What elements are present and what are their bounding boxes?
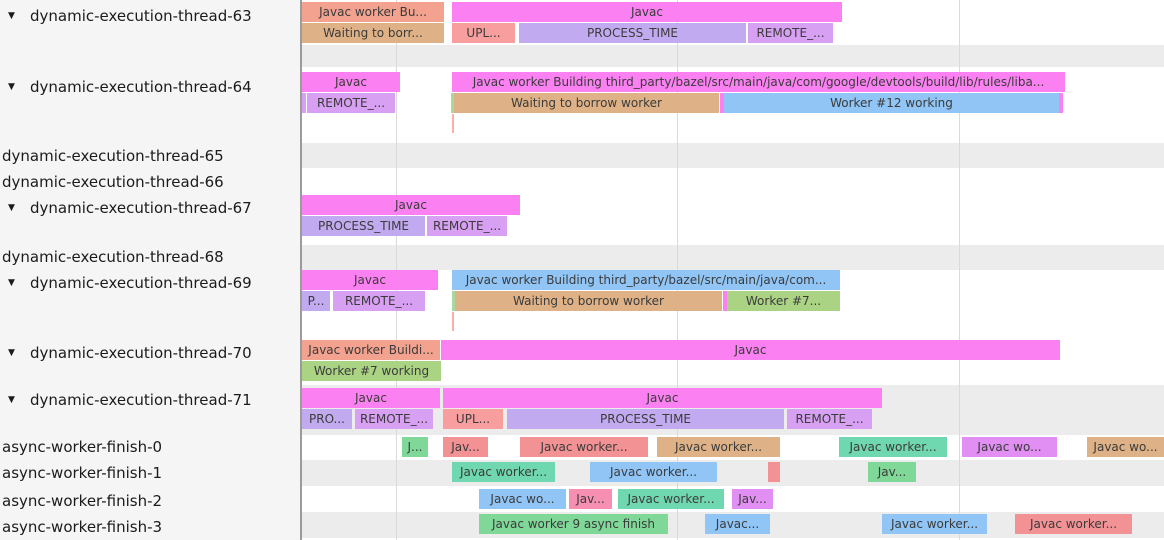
expander-triangle-icon[interactable]: ▼ [8,82,15,92]
trace-event-bar[interactable]: J... [402,437,428,457]
trace-event-bar[interactable]: Javac worker... [618,489,724,509]
thread-row-dynamic-execution-thread-71[interactable]: ▼ dynamic-execution-thread-71 [0,389,300,411]
trace-event-bar[interactable]: REMOTE_... [748,23,833,43]
trace-event-bar[interactable]: Javac worker 9 async finish [479,514,668,534]
timeline: Javac worker Bu... Javac Waiting to borr..… [302,0,1164,540]
thread-label: dynamic-execution-thread-64 [30,78,252,96]
trace-event-bar[interactable]: Javac worker... [520,437,648,457]
trace-event-bar[interactable] [451,93,454,113]
trace-event-bar[interactable]: Javac worker Buildi... [302,340,440,360]
thread-label: dynamic-execution-thread-63 [30,7,252,25]
thread-label: dynamic-execution-thread-66 [2,173,224,191]
trace-event-bar[interactable]: Javac worker Bu... [302,2,444,22]
row-alt-band [302,245,1164,270]
trace-event-bar[interactable]: Javac [441,340,1060,360]
trace-event-bar[interactable]: Worker #7 working [302,361,441,381]
trace-event-bar[interactable]: Javac [302,270,438,290]
thread-label: async-worker-finish-3 [2,518,163,536]
thread-row-dynamic-execution-thread-64[interactable]: ▼ dynamic-execution-thread-64 [0,76,300,98]
trace-event-bar[interactable]: Worker #7... [727,291,840,311]
thread-label: dynamic-execution-thread-65 [2,147,224,165]
thread-label: dynamic-execution-thread-70 [30,344,252,362]
trace-event-bar[interactable]: Javac worker... [657,437,780,457]
trace-event-bar[interactable]: UPL... [443,409,503,429]
trace-event-bar[interactable]: Javac worker... [452,462,555,482]
trace-event-bar[interactable]: Jav... [569,489,612,509]
thread-label: async-worker-finish-2 [2,492,163,510]
trace-event-bar[interactable]: Javac worker... [882,514,987,534]
row-alt-band [302,45,1164,67]
trace-event-bar[interactable]: Jav... [868,462,916,482]
row-alt-band [302,460,1164,486]
trace-event-bar[interactable]: Javac [452,2,842,22]
trace-event-bar[interactable]: Worker #12 working [724,93,1059,113]
thread-row-dynamic-execution-thread-65[interactable]: dynamic-execution-thread-65 [0,145,300,167]
trace-event-bar[interactable]: Waiting to borr... [302,23,444,43]
trace-event-bar[interactable]: Javac worker... [839,437,947,457]
trace-event-bar[interactable]: Javac worker Building third_party/bazel/… [452,72,1065,92]
trace-event-bar[interactable]: Javac [302,388,440,408]
trace-event-bar[interactable]: Javac [443,388,882,408]
expander-triangle-icon[interactable]: ▼ [8,203,15,213]
thread-label: dynamic-execution-thread-67 [30,199,252,217]
thread-row-async-worker-finish-2[interactable]: async-worker-finish-2 [0,490,300,512]
trace-event-bar[interactable]: Jav... [732,489,773,509]
trace-event-bar[interactable]: Javac... [705,514,770,534]
trace-event-bar[interactable] [302,93,306,113]
trace-event-bar[interactable]: Waiting to borrow worker [454,93,719,113]
trace-event-bar[interactable]: REMOTE_... [355,409,433,429]
thread-label: dynamic-execution-thread-69 [30,274,252,292]
thread-row-dynamic-execution-thread-69[interactable]: ▼ dynamic-execution-thread-69 [0,272,300,294]
thread-row-dynamic-execution-thread-66[interactable]: dynamic-execution-thread-66 [0,171,300,193]
expander-triangle-icon[interactable]: ▼ [8,11,15,21]
trace-event-bar[interactable]: REMOTE_... [427,216,507,236]
trace-event-bar[interactable]: Javac wo... [962,437,1057,457]
thread-row-async-worker-finish-0[interactable]: async-worker-finish-0 [0,436,300,458]
thread-label: async-worker-finish-0 [2,438,163,456]
trace-event-bar[interactable]: P... [302,291,330,311]
trace-event-bar[interactable]: PROCESS_TIME [507,409,784,429]
trace-event-bar[interactable]: Javac worker Building third_party/bazel/… [452,270,840,290]
trace-event-bar[interactable]: Javac wo... [1087,437,1164,457]
trace-event-bar[interactable]: REMOTE_... [333,291,425,311]
trace-event-bar[interactable]: Javac wo... [479,489,566,509]
trace-event-bar[interactable]: UPL... [452,23,515,43]
thread-row-async-worker-finish-3[interactable]: async-worker-finish-3 [0,516,300,538]
trace-event-bar[interactable]: REMOTE_... [307,93,395,113]
thread-label: async-worker-finish-1 [2,464,163,482]
expander-triangle-icon[interactable]: ▼ [8,278,15,288]
thread-sidebar: ▼ dynamic-execution-thread-63 ▼ dynamic-exe… [0,0,302,540]
thread-row-dynamic-execution-thread-67[interactable]: ▼ dynamic-execution-thread-67 [0,197,300,219]
trace-event-bar[interactable]: Javac worker... [590,462,717,482]
trace-event-bar[interactable]: Javac [302,195,520,215]
thread-row-async-worker-finish-1[interactable]: async-worker-finish-1 [0,462,300,484]
trace-event-bar[interactable]: Waiting to borrow worker [455,291,722,311]
expander-triangle-icon[interactable]: ▼ [8,348,15,358]
thread-label: dynamic-execution-thread-71 [30,391,252,409]
trace-event-bar[interactable] [452,291,455,311]
trace-event-bar[interactable]: PRO... [302,409,352,429]
trace-event-bar[interactable] [723,291,727,311]
time-gridline [959,0,960,540]
row-alt-band [302,143,1164,168]
trace-event-bar[interactable]: PROCESS_TIME [302,216,425,236]
event-tick-mark[interactable] [452,312,454,331]
thread-label: dynamic-execution-thread-68 [2,248,224,266]
trace-event-bar[interactable]: Javac worker... [1015,514,1132,534]
thread-row-dynamic-execution-thread-68[interactable]: dynamic-execution-thread-68 [0,246,300,268]
trace-event-bar[interactable] [720,93,724,113]
trace-event-bar[interactable]: Javac [302,72,400,92]
trace-event-bar[interactable] [1059,93,1063,113]
trace-event-bar[interactable]: PROCESS_TIME [519,23,746,43]
expander-triangle-icon[interactable]: ▼ [8,395,15,405]
event-tick-mark[interactable] [452,114,454,133]
thread-row-dynamic-execution-thread-63[interactable]: ▼ dynamic-execution-thread-63 [0,5,300,27]
trace-event-bar[interactable]: REMOTE_... [787,409,872,429]
trace-event-bar[interactable]: Jav... [443,437,488,457]
thread-row-dynamic-execution-thread-70[interactable]: ▼ dynamic-execution-thread-70 [0,342,300,364]
trace-event-bar[interactable] [768,462,780,482]
